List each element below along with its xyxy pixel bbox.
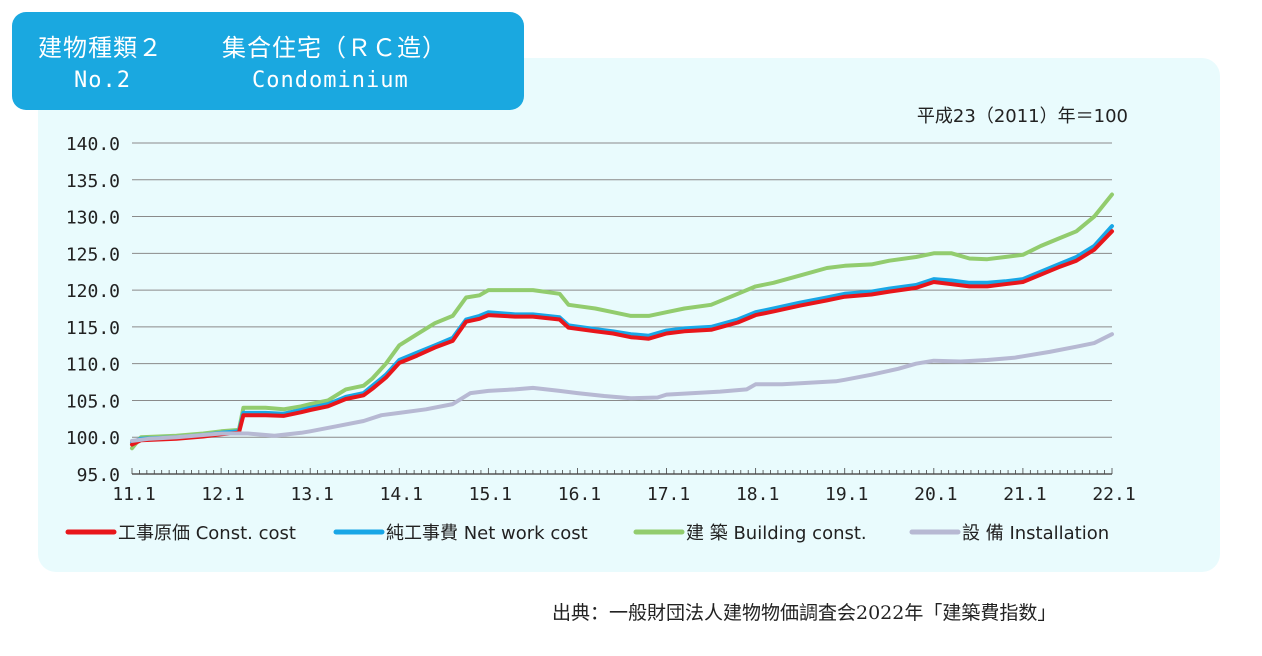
x-tick-label: 20.1 (914, 484, 957, 505)
x-tick-label: 18.1 (736, 484, 779, 505)
x-axis: 11.1 12.1 13.1 14.1 15.1 16.1 17.1 18.1 19.1 20.1… (112, 468, 1136, 505)
source-credit: 出典：一般財団法人建物物価調査会2022年「建築費指数」 (552, 602, 1057, 624)
legend-label: 純工事費 Net work cost (386, 523, 588, 544)
grid-lines (132, 142, 1112, 475)
title-box: 建物種類２ 集合住宅（ＲＣ造） No.2 Condominium (12, 12, 524, 110)
x-tick-label: 21.1 (1003, 484, 1046, 505)
y-tick-label: 125.0 (66, 244, 120, 265)
legend-label: 工事原価 Const. cost (118, 523, 296, 544)
x-tick-label: 19.1 (825, 484, 868, 505)
y-tick-label: 110.0 (66, 355, 120, 376)
title-en-name: Condominium (252, 68, 409, 93)
x-tick-label: 14.1 (380, 484, 423, 505)
title-en-number: No.2 (74, 68, 131, 93)
y-tick-label: 115.0 (66, 318, 120, 339)
title-jp-type: 建物種類２ (38, 34, 163, 62)
series-line-0 (130, 192, 1114, 451)
x-tick-label: 17.1 (647, 484, 690, 505)
y-tick-label: 120.0 (66, 281, 120, 302)
x-tick-label: 15.1 (469, 484, 512, 505)
title-jp-name: 集合住宅（ＲＣ造） (222, 34, 447, 62)
x-tick-label: 13.1 (291, 484, 334, 505)
x-tick-label: 16.1 (558, 484, 601, 505)
index-base-note: 平成23（2011）年＝100 (917, 106, 1128, 127)
legend: 工事原価 Const. cost 純工事費 Net work cost 建 築 Bu… (65, 523, 1109, 544)
x-tick-label: 22.1 (1092, 484, 1135, 505)
y-tick-label: 100.0 (66, 428, 120, 449)
y-axis: 140.0 135.0 130.0 125.0 120.0 115.0 110.0 105.0… (66, 134, 120, 486)
legend-label: 設 備 Installation (962, 523, 1109, 544)
y-tick-label: 95.0 (77, 465, 120, 486)
series-line-2 (130, 229, 1114, 447)
x-tick-label: 11.1 (112, 484, 155, 505)
line-chart: 140.0 135.0 130.0 125.0 120.0 115.0 110.0 105.0… (65, 106, 1136, 544)
y-tick-label: 105.0 (66, 391, 120, 412)
x-tick-label: 12.1 (201, 484, 244, 505)
series-line-3 (130, 332, 1114, 443)
series-line-1 (130, 224, 1114, 445)
series-lines (130, 192, 1114, 451)
legend-label: 建 築 Building const. (686, 523, 867, 544)
y-tick-label: 135.0 (66, 171, 120, 192)
y-tick-label: 130.0 (66, 208, 120, 229)
y-tick-label: 140.0 (66, 134, 120, 155)
